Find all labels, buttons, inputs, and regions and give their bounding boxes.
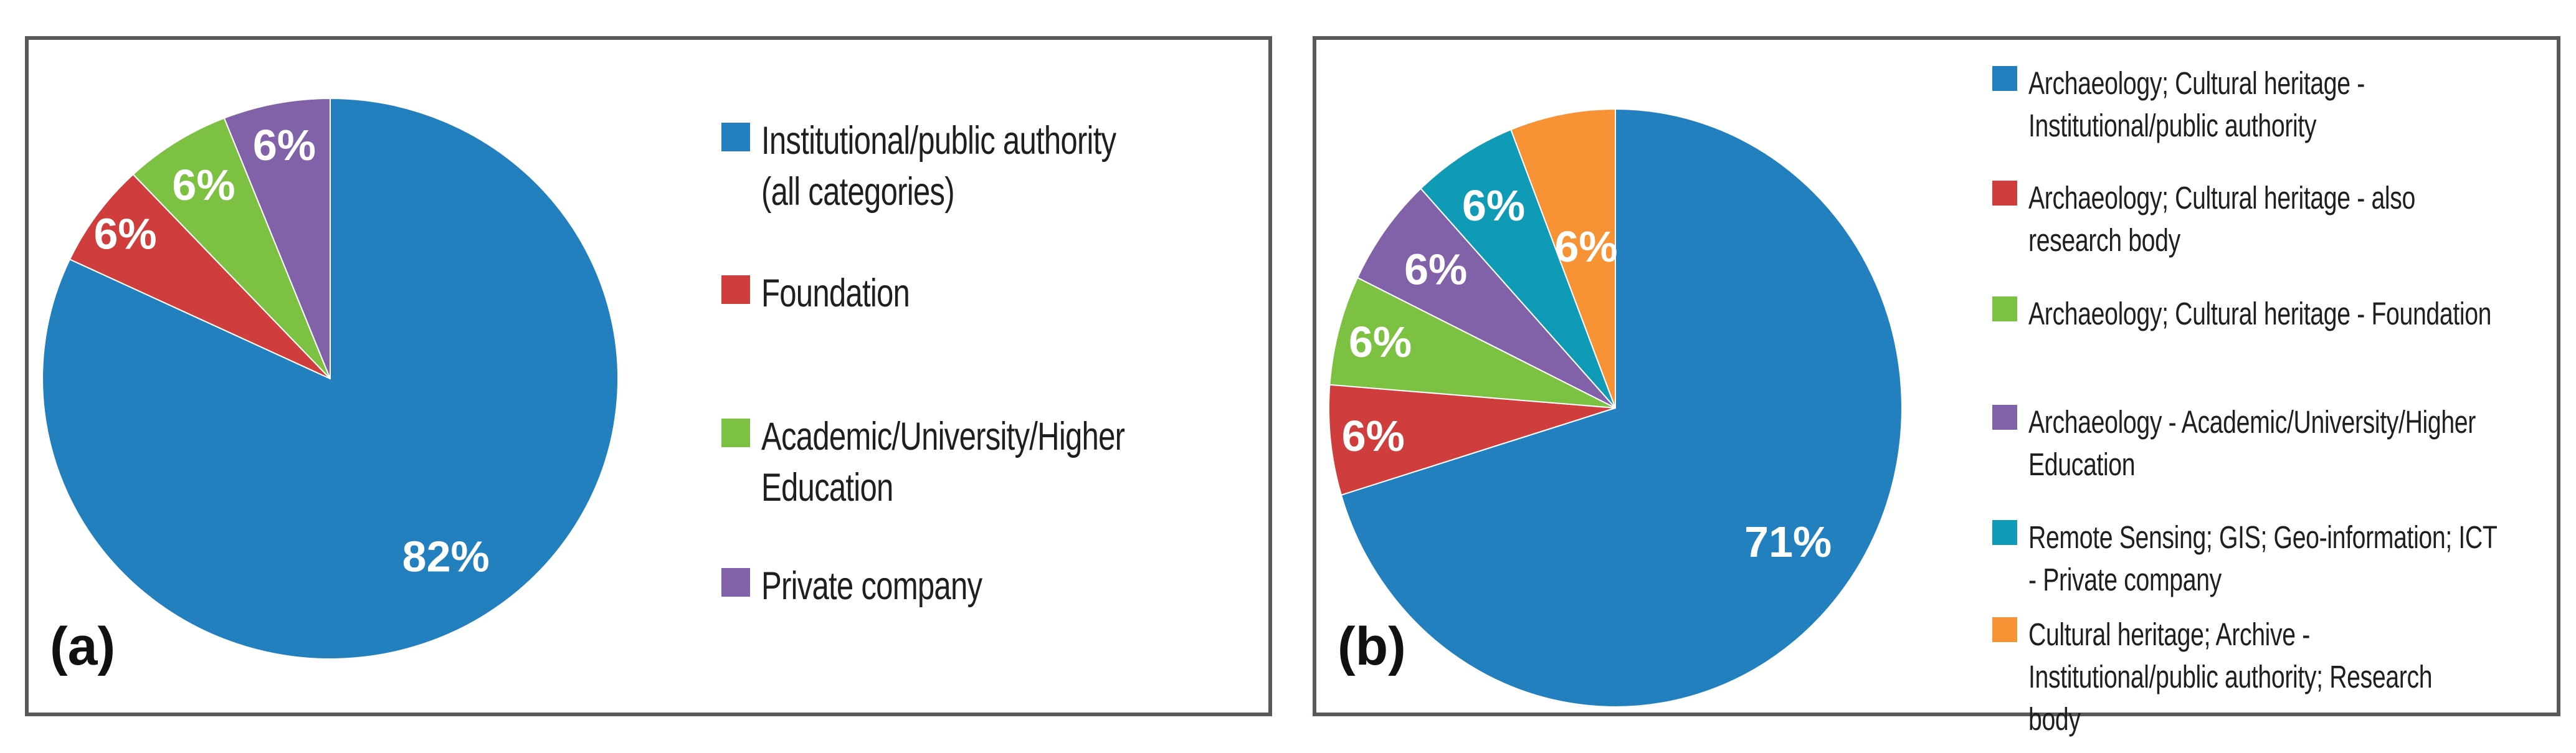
legend-item-label: Cultural heritage; Archive - Institutiona… (2028, 617, 2433, 737)
slice-percent-label: 6% (1404, 245, 1467, 294)
pie-slice (223, 97, 331, 379)
slice-percent-label: 6% (94, 210, 157, 258)
legend-item-label: Archaeology; Cultural heritage - also res… (2028, 180, 2415, 258)
legend-swatch-icon (721, 275, 750, 304)
pie-slice (1356, 187, 1616, 409)
legend-b: Archaeology; Cultural heritage - Institut… (1316, 40, 2557, 737)
chart-panel-b: 71% 6% 6% 6% 6% 6% Archaeology; Cultural heri… (1313, 36, 2560, 737)
chart-panel-b-inner: 71% 6% 6% 6% 6% 6% Archaeology; Cultural heri… (1316, 40, 2557, 737)
legend-item-label: Archaeology; Cultural heritage - Institut… (2028, 65, 2365, 143)
pie-slice (1340, 108, 1903, 708)
legend-swatch-icon (1992, 617, 2017, 642)
slice-percent-label: 82% (402, 533, 490, 581)
slice-percent-label: 6% (1462, 181, 1525, 230)
legend-swatch-icon (1992, 405, 2017, 430)
slice-percent-label: 6% (1555, 222, 1618, 271)
slice-percent-label: 71% (1744, 518, 1832, 566)
legend-item-label: Remote Sensing; GIS; Geo-information; IC… (2028, 519, 2498, 597)
legend-item-label: Private company (761, 564, 982, 608)
pie-slice (1510, 108, 1616, 409)
slice-percent-label: 6% (253, 121, 316, 169)
legend-swatch-icon (721, 419, 750, 447)
slice-percent-label: 6% (172, 161, 235, 209)
legend-swatch-icon (1992, 66, 2017, 91)
panel-label-a: (a) (50, 617, 116, 676)
legend-item-label: Archaeology - Academic/University/Higher… (2028, 404, 2476, 482)
legend-item-label: Archaeology; Cultural heritage - Foundat… (2028, 296, 2492, 331)
legend-item-label: Institutional/public authority (all categ… (761, 119, 1116, 214)
pie-slice (1420, 128, 1616, 409)
legend-swatch-icon (1992, 296, 2017, 321)
pie-slice (132, 117, 331, 379)
legend-item-label: Academic/University/Higher Education (761, 415, 1125, 509)
slice-percent-label: 6% (1342, 412, 1405, 460)
pie-slice (69, 173, 331, 379)
chart-panel-a: 82% 6% 6% 6% Institutional/public authority… (25, 36, 1272, 716)
legend-swatch-icon (721, 568, 750, 597)
legend-swatch-icon (721, 123, 750, 151)
panel-label-b: (b) (1338, 617, 1406, 676)
slice-percent-label: 6% (1349, 318, 1412, 366)
legend-swatch-icon (1992, 181, 2017, 206)
legend-item-label: Foundation (761, 272, 910, 315)
legend-a: Institutional/public authority (all categ… (29, 40, 1268, 713)
pie-chart-a: 82% 6% 6% 6% (42, 97, 619, 660)
pie-chart-b: 71% 6% 6% 6% 6% 6% (1328, 108, 1903, 708)
pie-slice (1329, 277, 1616, 409)
legend-swatch-icon (1992, 520, 2017, 545)
pie-slice (1328, 384, 1616, 496)
chart-panel-a-inner: 82% 6% 6% 6% Institutional/public authority… (29, 40, 1268, 713)
